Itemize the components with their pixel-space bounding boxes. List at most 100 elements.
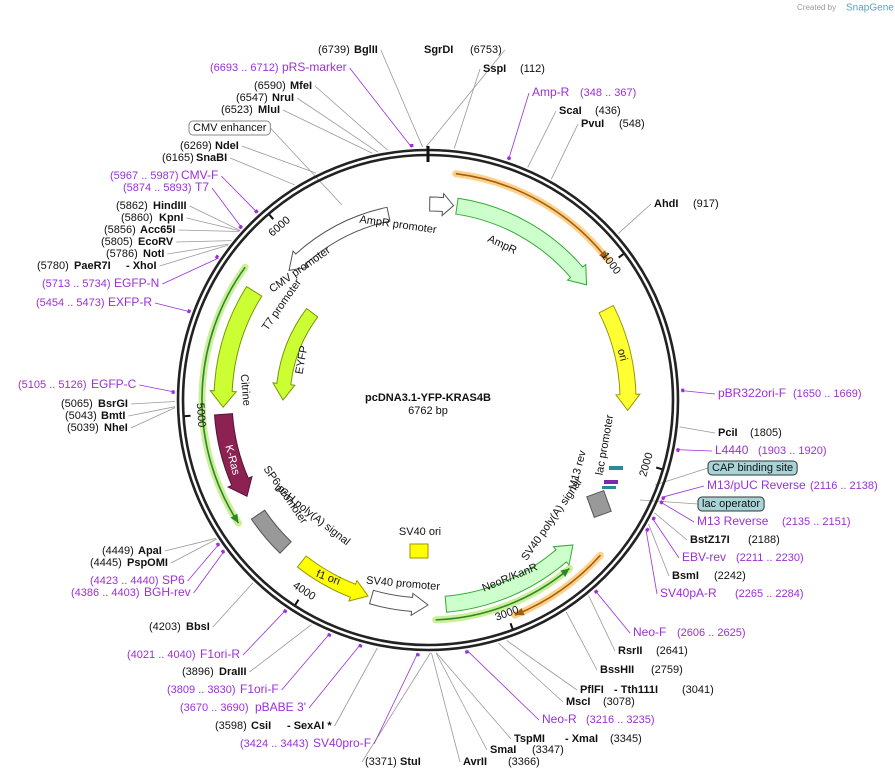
connector [212, 582, 254, 628]
primer-range: (5874 .. 5893) [123, 182, 192, 194]
connector [676, 449, 713, 452]
site-position: (548) [619, 118, 645, 130]
site-name: PciI [718, 427, 738, 439]
connector [645, 528, 658, 595]
site-name: ApaI [138, 545, 162, 557]
connector [588, 595, 616, 652]
connector [361, 652, 431, 763]
site-position: (5786) [106, 248, 138, 260]
primer-name: M13/pUC Reverse [707, 478, 806, 492]
boxed-feature: lac operator [702, 498, 760, 510]
connector [508, 92, 530, 161]
primer-range: (5967 .. 5987) [110, 170, 179, 182]
site-name: BsmI [672, 570, 699, 582]
primer-range: (2606 .. 2625) [677, 627, 746, 639]
connector [431, 652, 461, 763]
primer-site [464, 650, 469, 654]
feature-arrow [455, 197, 588, 286]
site-position: (2242) [714, 570, 746, 582]
connector [680, 390, 716, 395]
site-name: TspMI [514, 733, 545, 745]
site-position: (5039) [67, 422, 99, 434]
site-position: (1805) [750, 427, 782, 439]
lac-operator-mark [586, 489, 612, 519]
primer-site [220, 549, 226, 554]
site-name: NruI [272, 92, 294, 104]
scale-label: 2000 [637, 451, 655, 478]
connector [242, 609, 287, 656]
connector [639, 499, 699, 505]
connector [453, 68, 481, 149]
boxed-feature: CMV enhancer [193, 122, 267, 134]
connector [296, 97, 379, 153]
primer-site [214, 254, 220, 260]
feature-line [514, 554, 602, 616]
connector [594, 589, 631, 634]
site-position: (4449) [102, 545, 134, 557]
site-position: (6165) [162, 152, 194, 164]
primer-site [238, 224, 243, 230]
primer-name: CMV-F [181, 168, 218, 182]
primer-name: F1ori-F [240, 682, 279, 696]
primer-name: EBV-rev [682, 550, 726, 564]
site-position: (6547) [236, 92, 268, 104]
feature-label: SV40 ori [399, 526, 441, 538]
site-position: (5860) [121, 212, 153, 224]
site-position: (3896) [182, 666, 214, 678]
lac-mark [602, 486, 616, 489]
site-name: BbsI [186, 621, 210, 633]
site-name: CsiI [251, 720, 271, 732]
connector [270, 127, 343, 206]
site-position: (3598) [215, 720, 247, 732]
feature-line [435, 567, 570, 621]
connector [506, 640, 578, 691]
scale-label: 1000 [599, 250, 623, 277]
connector [651, 517, 680, 559]
connector [550, 123, 579, 180]
connector [334, 647, 378, 727]
connector [436, 652, 512, 740]
site-name: NheI [104, 422, 128, 434]
site-position: (2188) [748, 534, 780, 546]
primer-range: (348 .. 367) [580, 87, 636, 99]
primer-name: T7 [195, 180, 209, 194]
connector [241, 145, 317, 174]
site-name: SgrDI [424, 44, 453, 56]
site-position: (3078) [603, 696, 635, 708]
primer-site [645, 527, 650, 533]
primer-name: F1ori-R [200, 647, 240, 661]
site-name: BsrGI [98, 398, 128, 410]
site-position: (5862) [116, 200, 148, 212]
feature-label: ori [615, 348, 630, 363]
connector [648, 523, 670, 577]
connector [164, 537, 217, 552]
primer-name: BGH-rev [144, 585, 191, 599]
connectors [128, 49, 716, 763]
feature-head [560, 568, 570, 577]
primer-name: Neo-R [542, 712, 577, 726]
cap-site-mark [609, 466, 623, 470]
scale-label: 6000 [266, 214, 292, 239]
site-name: PspOMI [127, 557, 168, 569]
feature-arrow [598, 304, 641, 412]
site-position: (917) [693, 198, 719, 210]
primer-name: Neo-F [633, 625, 666, 639]
primer-site [327, 633, 332, 638]
primer-range: (3670 .. 3690) [180, 702, 249, 714]
site-name: KpnI [159, 212, 183, 224]
connector [162, 257, 219, 285]
credit-prefix: Created by [797, 3, 836, 12]
site-name: NdeI [215, 140, 239, 152]
feature-arrow [429, 192, 455, 217]
feature-arrow [296, 555, 369, 602]
primer-site [651, 516, 656, 521]
site-position: (4445) [90, 557, 122, 569]
site-position: (5780) [37, 260, 69, 272]
site-name: NotI [143, 248, 164, 260]
feature-arrow [209, 285, 263, 408]
connector [139, 384, 176, 393]
site-position: (6739) [318, 44, 350, 56]
map-length: 6762 bp [408, 405, 448, 417]
primer-range: (5713 .. 5734) [42, 278, 111, 290]
